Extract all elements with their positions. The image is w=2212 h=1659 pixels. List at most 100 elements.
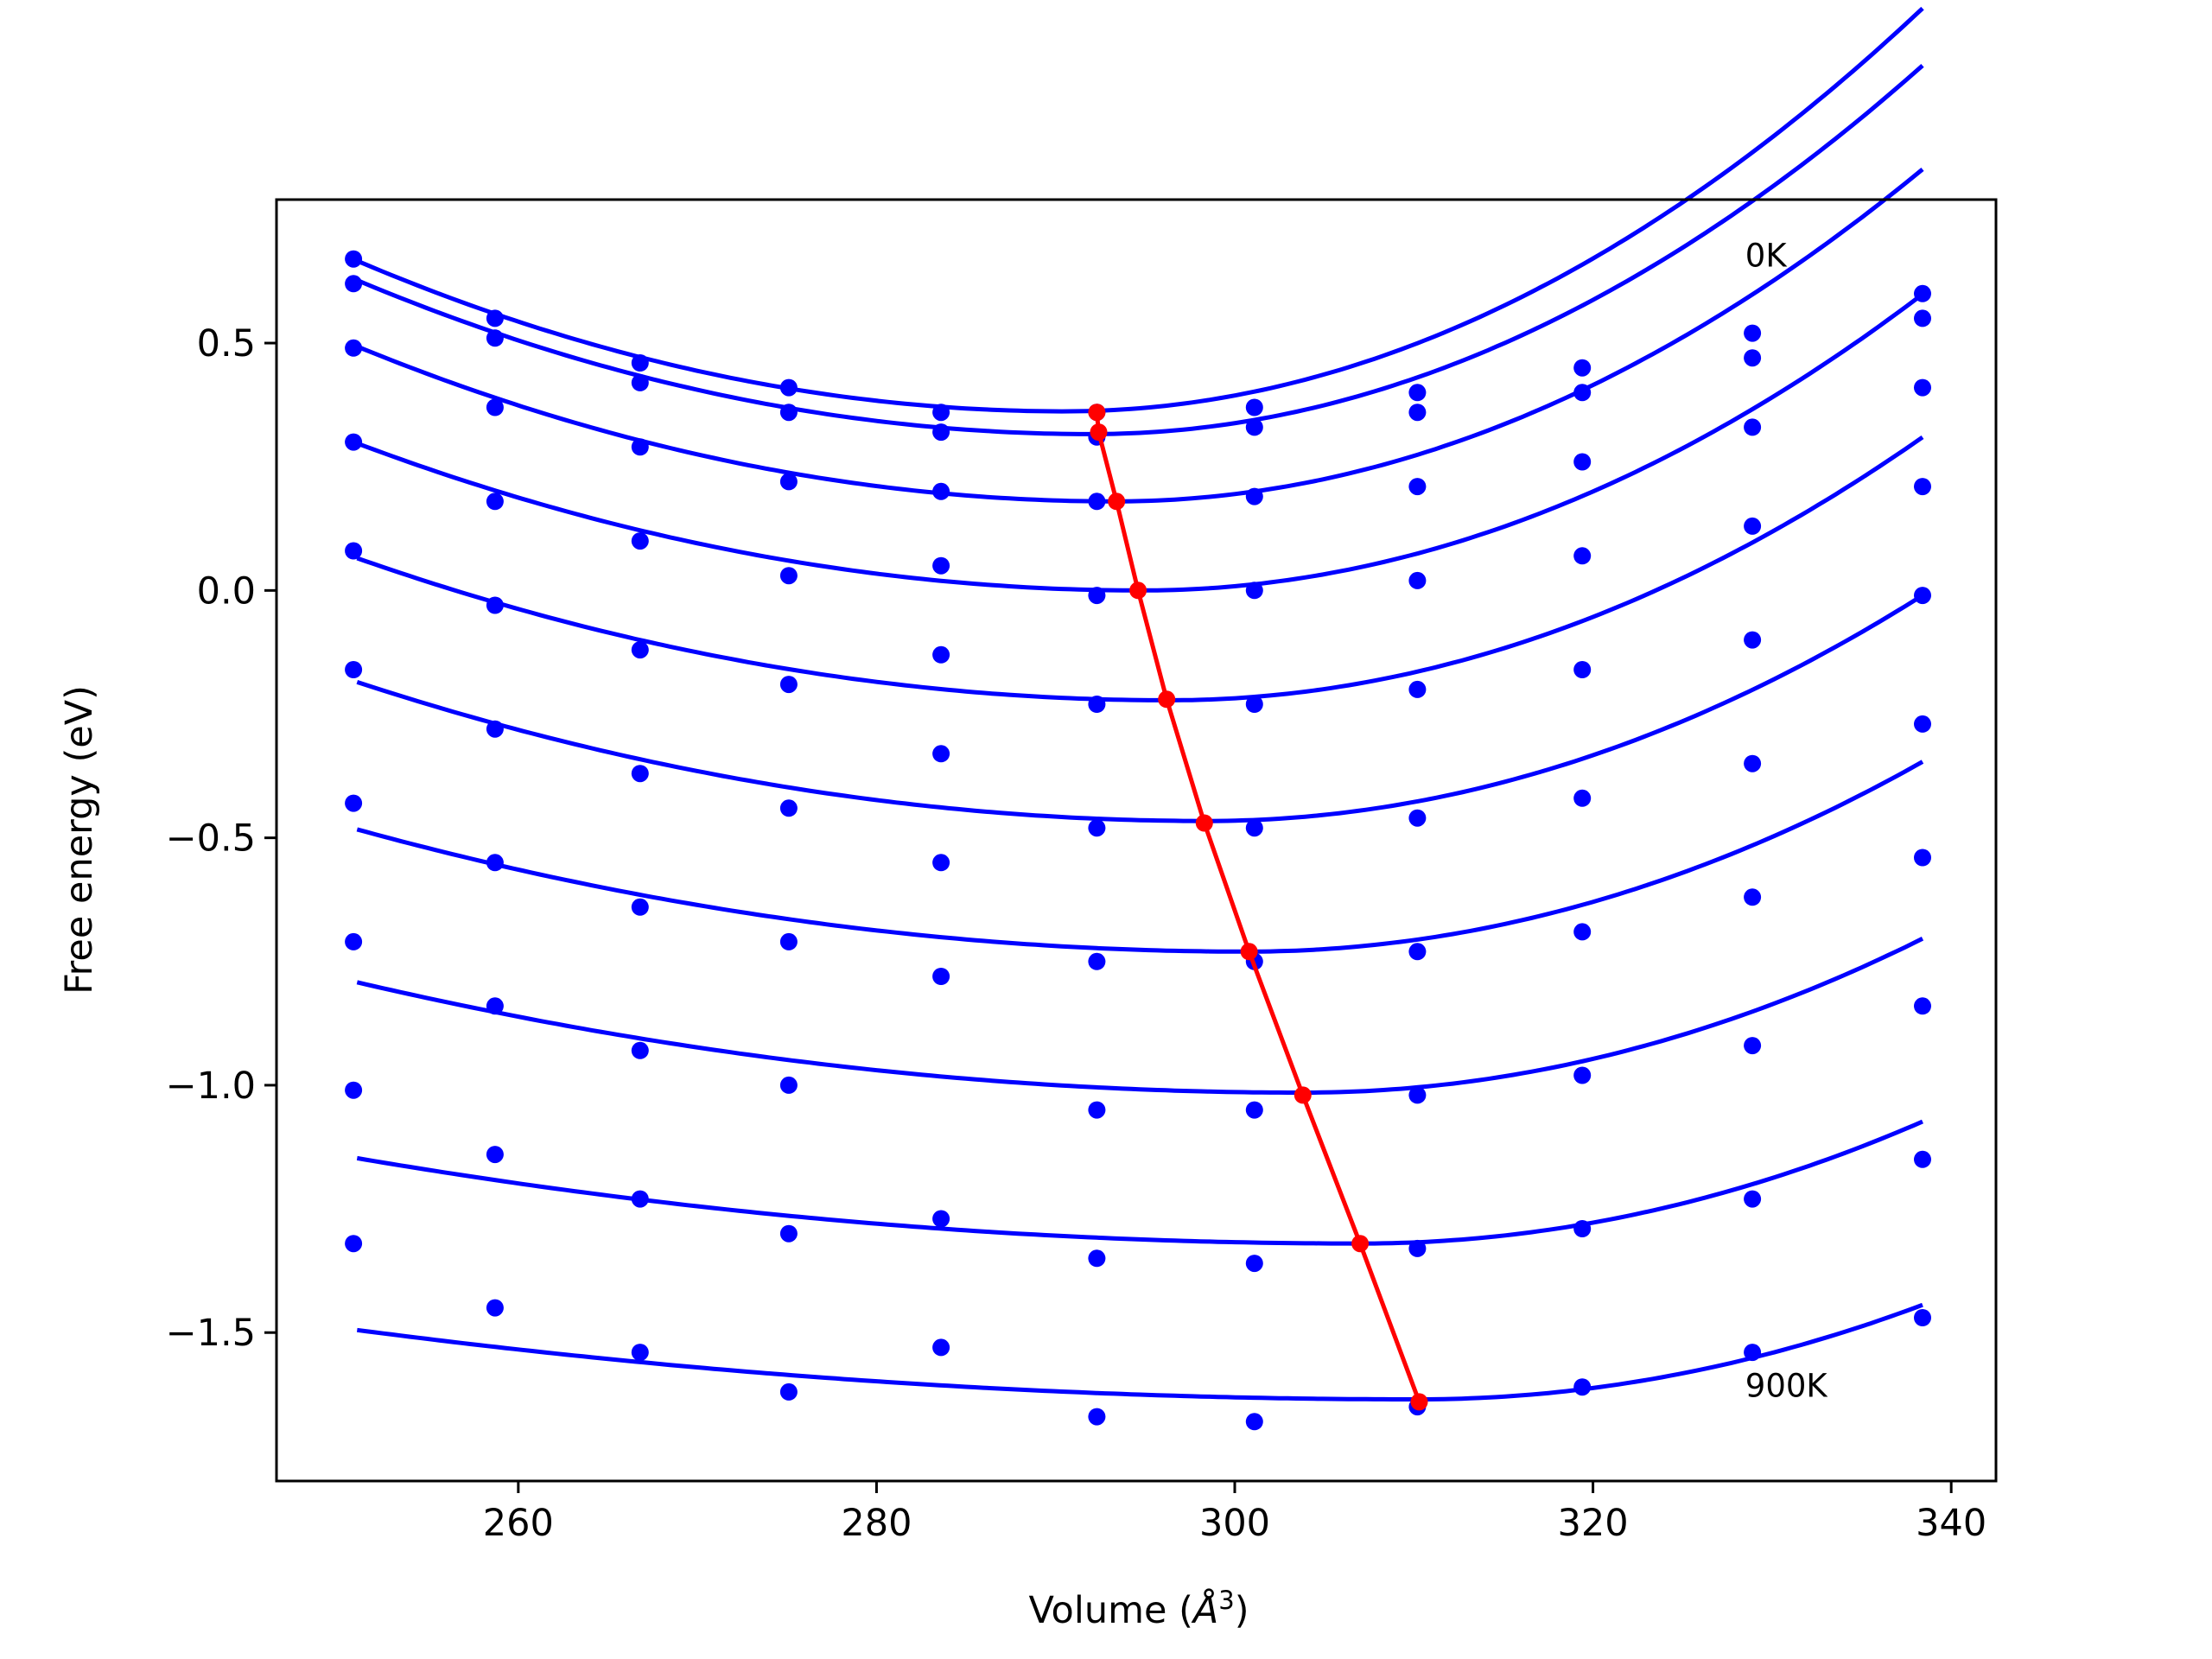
data-point-8-5	[1088, 1249, 1106, 1268]
fit-curve-2	[356, 167, 1924, 504]
data-point-8-3	[779, 1224, 798, 1243]
y-tick-label-2: −0.5	[166, 817, 256, 861]
data-point-6-4	[932, 854, 950, 872]
y-tick-label-3: 0.0	[197, 569, 256, 613]
data-point-2-9	[1744, 418, 1762, 436]
data-point-6-7	[1408, 943, 1427, 961]
data-point-3-7	[1408, 571, 1427, 589]
data-point-2-3	[779, 473, 798, 491]
data-point-7-10	[1914, 997, 1931, 1015]
data-point-4-0	[345, 542, 363, 560]
x-axis-label: Volume (Å3)	[1028, 1586, 1249, 1632]
minimum-point-2	[1108, 493, 1126, 511]
data-point-4-6	[1245, 696, 1263, 713]
fit-curve-5	[356, 593, 1924, 823]
data-point-8-0	[345, 1081, 363, 1099]
data-point-2-7	[1408, 478, 1427, 496]
data-point-1-8	[1573, 384, 1592, 402]
data-point-0-2	[631, 354, 649, 372]
x-tick-label-0: 260	[483, 1502, 554, 1545]
data-point-3-3	[779, 567, 798, 585]
data-point-4-5	[1088, 696, 1106, 713]
data-point-8-6	[1245, 1255, 1263, 1273]
minimum-point-6	[1240, 943, 1258, 961]
data-point-5-10	[1914, 715, 1931, 733]
data-point-7-2	[631, 1041, 649, 1059]
x-axis-ticks: 260 280 300 320 340	[483, 1481, 1986, 1545]
data-point-3-0	[345, 433, 363, 451]
data-point-5-4	[932, 745, 950, 763]
data-point-6-5	[1088, 952, 1106, 970]
data-point-6-3	[779, 932, 798, 950]
data-point-4-1	[486, 596, 504, 614]
y-tick-label-4: 0.5	[197, 322, 256, 365]
data-point-2-10	[1914, 378, 1931, 397]
data-point-6-0	[345, 794, 363, 812]
fit-curve-8	[356, 1119, 1923, 1246]
data-point-0-1	[486, 309, 504, 327]
data-point-0-4	[932, 404, 950, 422]
minimum-line-path	[1094, 411, 1421, 1403]
data-point-4-7	[1408, 680, 1427, 698]
data-point-1-10	[1914, 309, 1931, 327]
data-point-3-8	[1573, 547, 1592, 565]
data-point-7-4	[932, 968, 950, 985]
fit-curve-9	[356, 1302, 1923, 1402]
data-point-1-0	[345, 275, 363, 293]
data-point-6-9	[1744, 888, 1762, 906]
data-point-8-4	[932, 1210, 950, 1228]
data-point-2-6	[1245, 487, 1263, 505]
data-point-8-9	[1744, 1190, 1762, 1208]
plot-frame	[275, 198, 1998, 1483]
data-point-8-7	[1408, 1239, 1427, 1257]
x-tick-label-1: 280	[841, 1502, 912, 1545]
data-point-8-2	[631, 1190, 649, 1208]
data-point-5-8	[1573, 789, 1592, 807]
minimum-line	[1088, 404, 1428, 1411]
data-point-3-10	[1914, 478, 1931, 496]
data-point-4-2	[631, 641, 649, 659]
data-point-7-5	[1088, 1101, 1106, 1119]
minimum-point-9	[1410, 1393, 1428, 1411]
data-point-2-2	[631, 438, 649, 456]
data-point-9-8	[1573, 1378, 1592, 1396]
data-point-5-6	[1245, 819, 1263, 837]
data-point-5-0	[345, 661, 363, 678]
minimum-point-7	[1294, 1086, 1312, 1104]
minimum-point-8	[1351, 1235, 1370, 1253]
data-point-1-2	[631, 373, 649, 391]
data-point-7-0	[345, 932, 363, 950]
data-points	[345, 250, 1931, 1431]
data-point-3-1	[486, 493, 504, 511]
data-point-0-7	[1408, 384, 1427, 402]
data-point-1-3	[779, 404, 798, 422]
fit-curve-4	[356, 435, 1924, 703]
data-point-0-9	[1744, 324, 1762, 342]
data-point-5-3	[779, 799, 798, 817]
x-tick-label-4: 340	[1916, 1502, 1986, 1545]
data-point-2-5	[1088, 493, 1106, 511]
data-point-5-2	[631, 765, 649, 783]
data-point-5-9	[1744, 754, 1762, 772]
data-point-9-3	[779, 1382, 798, 1401]
data-point-9-4	[932, 1338, 950, 1357]
data-point-0-3	[779, 378, 798, 397]
data-point-9-1	[486, 1299, 504, 1317]
data-point-4-10	[1914, 587, 1931, 605]
data-point-8-8	[1573, 1220, 1592, 1237]
fit-curve-0	[356, 6, 1924, 414]
data-point-4-8	[1573, 661, 1592, 678]
data-point-0-8	[1573, 359, 1592, 377]
y-tick-label-0: −1.5	[166, 1312, 256, 1355]
data-point-7-1	[486, 997, 504, 1015]
data-point-9-10	[1914, 1309, 1931, 1326]
data-point-2-1	[486, 398, 504, 416]
data-point-7-7	[1408, 1086, 1427, 1104]
data-point-6-1	[486, 854, 504, 872]
data-point-1-9	[1744, 349, 1762, 367]
data-point-1-7	[1408, 404, 1427, 422]
data-point-7-9	[1744, 1037, 1762, 1055]
data-point-5-7	[1408, 809, 1427, 827]
x-tick-label-3: 320	[1558, 1502, 1629, 1545]
